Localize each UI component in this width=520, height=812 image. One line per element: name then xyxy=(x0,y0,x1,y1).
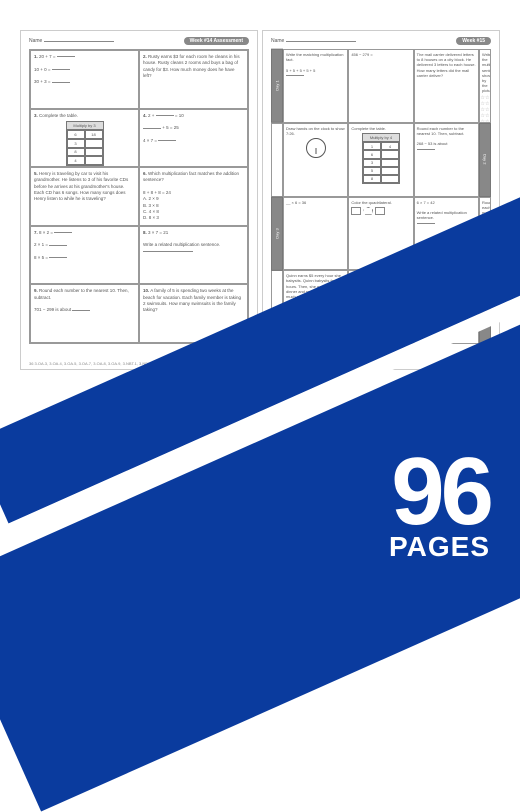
pages-promo: 96 PAGES xyxy=(389,451,490,563)
question-cell: 5. Henry is traveling by car to visit hi… xyxy=(30,167,139,226)
page-header-left: Name Week #14 Assessment xyxy=(29,37,249,45)
day-tab: Day 2 xyxy=(479,123,491,197)
activity-cell: Draw hands on the clock to show 7:26. xyxy=(283,123,348,197)
activity-cell: Write the multiplication sentence shown … xyxy=(479,49,491,123)
question-cell: 4. 2 + = 10 + 5 = 254 × 7 = xyxy=(139,109,248,168)
question-cell: 8. 3 × 7 = 21Write a related multiplicat… xyxy=(139,226,248,285)
activity-cell: The mail carrier delivered letters to 8 … xyxy=(414,49,479,123)
activity-cell: Round each number to the nearest 10. The… xyxy=(414,123,479,197)
activity-cell: Write the matching multiplication fact.5… xyxy=(283,49,348,123)
question-cell: 9. Round each number to the nearest 10. … xyxy=(30,284,139,343)
activity-cell: 456 − 279 = xyxy=(348,49,413,123)
page-header-right: Name Week #15 xyxy=(271,37,491,45)
question-cell: 1. 20 + 7 = 10 + 0 = 30 + 3 = xyxy=(30,50,139,109)
week-badge: Week #14 Assessment xyxy=(184,37,249,45)
week-badge: Week #15 xyxy=(456,37,491,45)
spacer xyxy=(271,123,283,197)
pages-count: 96 xyxy=(389,451,490,533)
assessment-grid: 1. 20 + 7 = 10 + 0 = 30 + 3 = 2. Rusty e… xyxy=(29,49,249,344)
name-label: Name xyxy=(271,38,356,44)
page-left: Name Week #14 Assessment 1. 20 + 7 = 10 … xyxy=(20,30,258,370)
pages-label: PAGES xyxy=(389,531,490,563)
day-tab: Day 3 xyxy=(271,197,283,271)
day-tab: Day 1 xyxy=(271,49,283,123)
question-cell: 7. 8 × 2 = 2 × 1 = 8 × 5 = xyxy=(30,226,139,285)
activity-cell: Complete the table.Multiply by 4146358 xyxy=(348,123,413,197)
activity-cell: __ × 6 = 36 xyxy=(283,197,348,271)
question-cell: 3. Complete the table.Multiply by 361838… xyxy=(30,109,139,168)
footer-standards: 36 3.OA.3, 3.OA.4, 3.OA.5, 3.OA.7, 3.OA.… xyxy=(29,361,153,366)
question-cell: 6. Which multiplication fact matches the… xyxy=(139,167,248,226)
question-cell: 2. Rusty earns $3 for each room he clean… xyxy=(139,50,248,109)
name-label: Name xyxy=(29,38,114,44)
